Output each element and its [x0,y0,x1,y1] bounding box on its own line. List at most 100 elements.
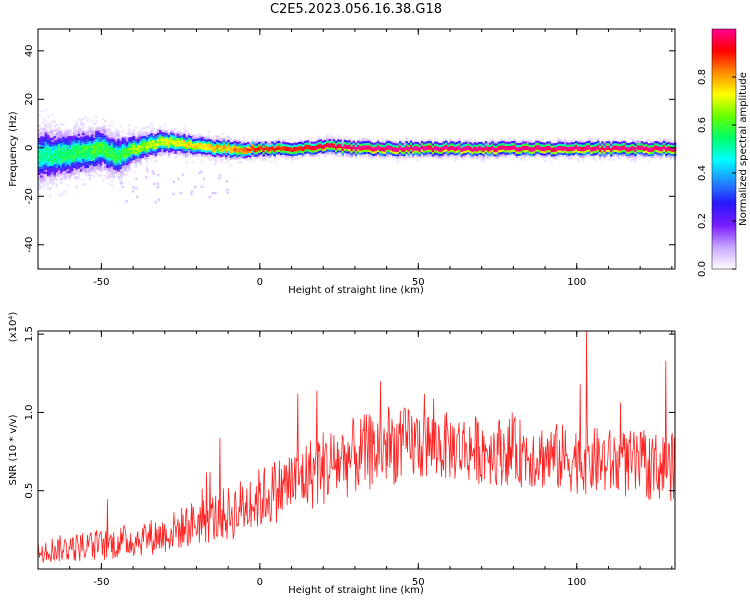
heatmap-cell [143,131,147,134]
heatmap-cell [271,148,274,151]
heatmap-cell [60,160,63,163]
heatmap-cell [55,135,59,138]
heatmap-cell [55,161,59,164]
heatmap-cell [178,144,182,147]
heatmap-cell [38,113,41,117]
heatmap-cell [95,172,98,175]
heatmap-cell [398,152,402,155]
heatmap-cell [137,133,140,136]
heatmap-cell [95,115,98,118]
heatmap-cell [226,191,229,194]
heatmap-cell [75,121,78,124]
heatmap-cell [207,156,210,159]
heatmap-cell [390,141,393,144]
heatmap-cell [84,142,87,145]
heatmap-cell [187,139,191,142]
heatmap-cell [407,149,411,152]
heatmap-cell [51,159,54,162]
heatmap-cell [227,144,230,147]
heatmap-cell [434,154,437,157]
heatmap-cell [134,141,138,144]
heatmap-cell [73,152,76,156]
heatmap-cell [214,141,217,144]
heatmap-cell [137,157,140,160]
heatmap-cell [445,142,448,145]
heatmap-cell [170,139,173,142]
heatmap-cell [38,175,41,178]
heatmap-cell [220,150,224,153]
heatmap-cell [440,149,444,152]
heatmap-cell [559,139,562,142]
heatmap-cell [148,139,151,142]
heatmap-cell [88,156,92,159]
heatmap-cell [144,176,148,179]
heatmap-cell [82,148,85,151]
heatmap-cell [649,154,653,157]
heatmap-cell [440,142,444,145]
heatmap-cell [603,143,606,146]
heatmap-cell [49,133,52,136]
heatmap-cell [464,152,468,155]
heatmap-cell [286,142,290,145]
heatmap-cell [242,145,246,148]
heatmap-cell [636,143,639,146]
heatmap-cell [662,151,666,154]
heatmap-cell [233,145,237,148]
heatmap-cell [460,154,463,157]
heatmap-cell [484,156,488,159]
heatmap-cell [438,147,441,150]
heatmap-cell [643,155,646,158]
heatmap-cell [68,144,72,147]
heatmap-cell [407,153,411,156]
heatmap-cell [53,171,56,174]
heatmap-cell [401,151,404,154]
heatmap-cell [167,139,171,142]
heatmap-cell [372,145,375,148]
heatmap-cell [585,143,589,146]
heatmap-cell [170,152,173,155]
heatmap-cell [110,179,114,182]
heatmap-cell [161,136,164,139]
heatmap-cell [132,162,136,165]
heatmap-cell [484,145,488,148]
heatmap-cell [176,151,180,154]
heatmap-cell [570,153,573,156]
heatmap-cell [146,169,149,173]
heatmap-cell [115,172,118,175]
heatmap-cell [449,145,452,148]
heatmap-cell [88,178,92,181]
heatmap-cell [231,148,235,151]
heatmap-cell [84,172,87,175]
heatmap-cell [185,148,188,151]
heatmap-cell [222,149,226,152]
heatmap-cell [97,146,100,149]
heatmap-cell [592,153,595,156]
heatmap-cell [42,169,45,172]
heatmap-cell [581,144,584,147]
heatmap-cell [610,149,613,153]
heatmap-cell [574,151,578,154]
heatmap-cell [238,148,241,151]
heatmap-cell [79,164,83,168]
heatmap-cell [416,141,419,145]
heatmap-cell [104,144,107,147]
heatmap-cell [462,142,466,145]
heatmap-cell [60,145,63,148]
heatmap-cell [159,154,162,157]
heatmap-cell [497,150,501,153]
heatmap-cell [225,139,228,143]
heatmap-cell [236,141,239,145]
heatmap-cell [172,129,175,132]
heatmap-cell [379,144,382,147]
heatmap-cell [387,147,391,150]
heatmap-cell [112,161,116,164]
heatmap-cell [442,139,446,142]
heatmap-cell [139,145,142,148]
heatmap-cell [339,141,342,144]
heatmap-cell [104,137,107,140]
heatmap-cell [638,154,642,157]
heatmap-cell [475,158,479,161]
heatmap-cell [242,136,246,139]
spectrogram-heatmap [38,108,677,204]
heatmap-cell [662,138,666,141]
